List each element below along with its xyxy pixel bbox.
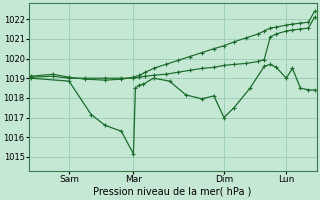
X-axis label: Pression niveau de la mer( hPa ): Pression niveau de la mer( hPa ) xyxy=(93,187,252,197)
